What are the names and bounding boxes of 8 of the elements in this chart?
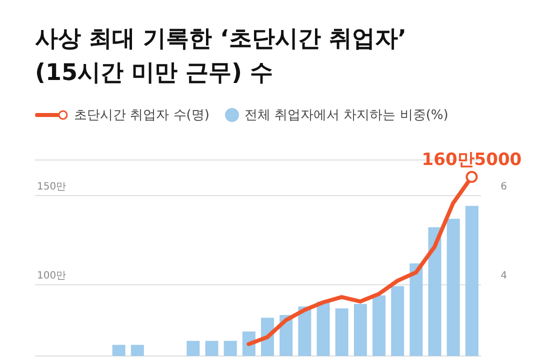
y-tick-label: 150만 xyxy=(37,182,66,193)
chart-title: 사상 최대 기록한 ‘초단시간 취업자’ (15시간 미만 근무) 수 xyxy=(35,25,407,88)
y-tick-label: 100만 xyxy=(37,270,66,282)
y2-tick-label: 4 xyxy=(500,270,507,282)
legend-label: 초단시간 취업자 수(명) xyxy=(74,107,210,124)
y2-tick-label: 6 xyxy=(500,182,507,193)
legend-label: 전체 취업자에서 차지하는 비중(%) xyxy=(244,107,448,124)
annotation: 160만5000 xyxy=(422,150,522,170)
